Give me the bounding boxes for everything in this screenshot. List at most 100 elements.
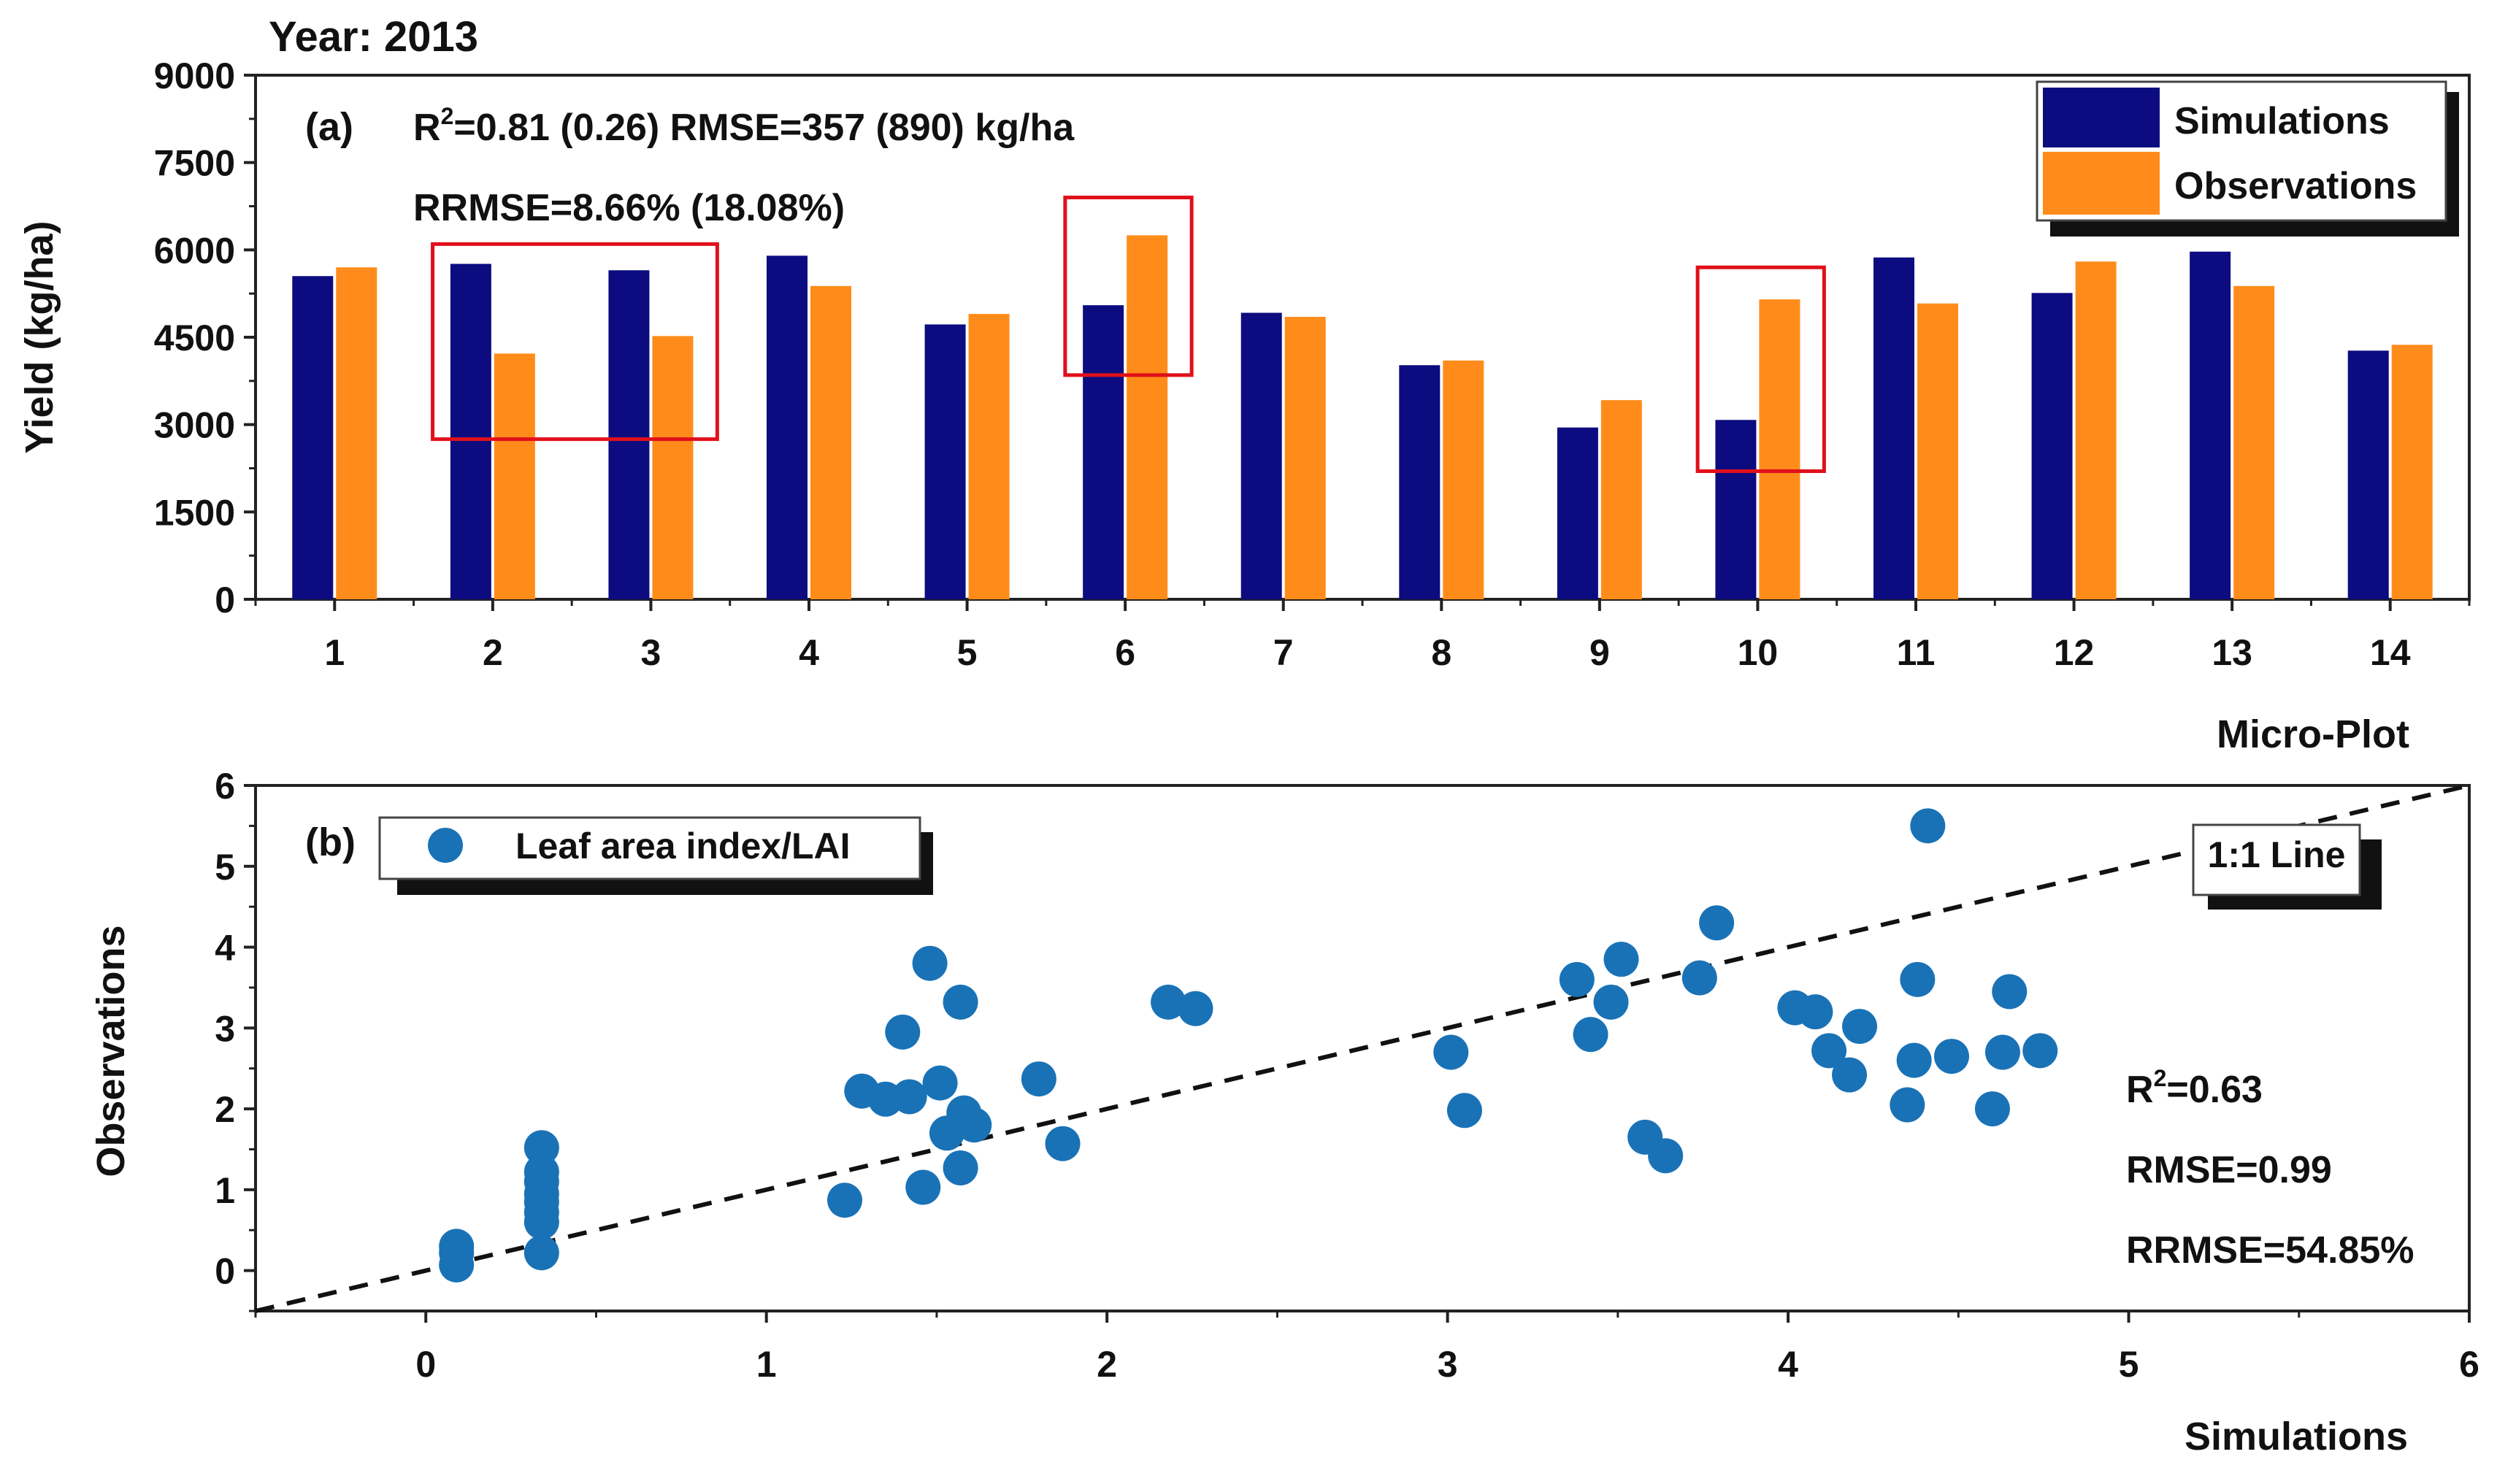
legend-marker-lai — [428, 828, 463, 863]
axis-ticks-b: 0 1 2 3 4 5 6 0 1 2 3 4 5 6 — [215, 766, 2479, 1385]
data-point-lai — [1890, 1087, 1925, 1123]
x-tick-label-a: 13 — [2212, 632, 2252, 673]
one-to-one-label-text: 1:1 Line — [2208, 834, 2346, 875]
data-point-lai — [523, 1235, 559, 1271]
x-tick-label-a: 11 — [1897, 632, 1936, 673]
bar-observations-7 — [1284, 317, 1326, 599]
data-point-lai — [1992, 974, 2028, 1010]
x-tick-label-a: 12 — [2054, 632, 2095, 673]
plot-area-b — [254, 784, 2471, 1312]
data-point-lai — [1559, 961, 1595, 997]
bar-observations-3 — [652, 336, 694, 599]
x-tick-label-a: 14 — [2370, 632, 2411, 673]
y-tick-label-b: 2 — [215, 1089, 235, 1130]
one-to-one-label-box — [2192, 823, 2361, 896]
y-tick-label-b: 4 — [215, 928, 235, 969]
y-tick-label-a: 3000 — [154, 405, 235, 446]
x-tick-label-a: 2 — [483, 632, 503, 673]
data-point-lai — [1446, 1093, 1482, 1129]
legend-label-lai: Leaf area index/LAI — [515, 826, 851, 866]
bar-observations-4 — [810, 285, 851, 599]
y-axis-label-b: Observations — [89, 925, 133, 1177]
bar-observations-8 — [1443, 360, 1484, 599]
x-axis-label-a: Micro-Plot — [2217, 712, 2409, 756]
bar-simulations-3 — [608, 270, 650, 599]
y-tick-label-b: 5 — [215, 847, 235, 888]
data-point-lai — [1178, 991, 1213, 1026]
data-point-lai — [1974, 1091, 2010, 1127]
data-point-lai — [1984, 1034, 2020, 1070]
highlight-boxes-a — [431, 196, 1826, 473]
y-axis-label-a: Yield (kg/ha) — [18, 220, 61, 453]
bar-simulations-2 — [450, 264, 491, 599]
data-point-lai — [943, 984, 978, 1020]
data-point-lai — [523, 1204, 559, 1240]
x-tick-label-b: 6 — [2459, 1344, 2479, 1385]
panel-label-a: (a) — [305, 105, 353, 149]
r2-annotation-a: R2=0.81 (0.26) RMSE=357 (890) kg/ha — [413, 103, 1075, 149]
data-point-lai — [1648, 1138, 1684, 1174]
bar-simulations-11 — [1873, 257, 1914, 599]
bar-observations-13 — [2233, 285, 2275, 599]
data-point-lai — [1573, 1017, 1608, 1053]
data-point-lai — [885, 1014, 921, 1050]
x-tick-label-b: 0 — [415, 1344, 436, 1385]
bar-simulations-5 — [924, 324, 966, 599]
data-point-lai — [1910, 808, 1946, 844]
data-point-lai — [1798, 994, 1833, 1030]
x-tick-label-b: 4 — [1778, 1344, 1798, 1385]
bar-observations-5 — [968, 314, 1010, 599]
x-tick-label-b: 2 — [1097, 1344, 1117, 1385]
points-b — [439, 808, 2058, 1283]
x-tick-label-a: 4 — [799, 632, 819, 673]
data-point-lai — [2022, 1033, 2058, 1069]
bar-simulations-6 — [1083, 305, 1124, 599]
legend-a: Simulations Observations — [2036, 80, 2459, 237]
highlight-box — [431, 242, 719, 442]
bar-simulations-10 — [1715, 420, 1757, 599]
x-tick-label-a: 1 — [324, 632, 345, 673]
highlight-box — [1695, 265, 1826, 473]
data-point-lai — [1151, 984, 1186, 1020]
data-point-lai — [912, 945, 948, 981]
x-tick-label-b: 3 — [1438, 1344, 1458, 1385]
data-point-lai — [1699, 905, 1735, 941]
legend-b: Leaf area index/LAI — [378, 816, 933, 895]
bar-simulations-8 — [1399, 365, 1441, 599]
data-point-lai — [943, 1150, 978, 1185]
data-point-lai — [922, 1065, 958, 1101]
x-tick-label-a: 7 — [1273, 632, 1294, 673]
data-point-lai — [1811, 1033, 1847, 1069]
y-tick-label-b: 0 — [215, 1251, 235, 1292]
data-point-lai — [891, 1079, 927, 1115]
y-tick-label-b: 1 — [215, 1170, 235, 1211]
legend-swatch-observations — [2043, 152, 2160, 215]
data-point-lai — [1045, 1126, 1081, 1161]
rrmse-annotation-a: RRMSE=8.66% (18.08%) — [413, 187, 845, 229]
bar-simulations-9 — [1557, 427, 1598, 599]
data-point-lai — [1896, 1042, 1932, 1078]
data-point-lai — [1681, 960, 1717, 996]
y-tick-label-a: 6000 — [154, 230, 235, 271]
data-point-lai — [1933, 1039, 1969, 1074]
legend-box-b — [378, 816, 921, 880]
data-point-lai — [1593, 984, 1629, 1020]
data-point-lai — [905, 1169, 941, 1205]
bar-observations-9 — [1600, 400, 1642, 599]
y-tick-label-a: 1500 — [154, 492, 235, 533]
bar-observations-10 — [1759, 299, 1800, 599]
bar-simulations-1 — [292, 276, 334, 599]
data-point-lai — [1900, 961, 1936, 997]
highlight-box — [1063, 196, 1194, 377]
data-point-lai — [1832, 1057, 1868, 1093]
y-tick-label-a: 9000 — [154, 55, 235, 96]
x-tick-label-b: 1 — [756, 1344, 777, 1385]
one-to-one-line — [255, 783, 2470, 1313]
data-point-lai — [1603, 942, 1639, 977]
r2-annotation-b: R2=0.63 — [2126, 1065, 2263, 1111]
bar-observations-2 — [494, 353, 535, 599]
y-tick-label-a: 7500 — [154, 143, 235, 184]
